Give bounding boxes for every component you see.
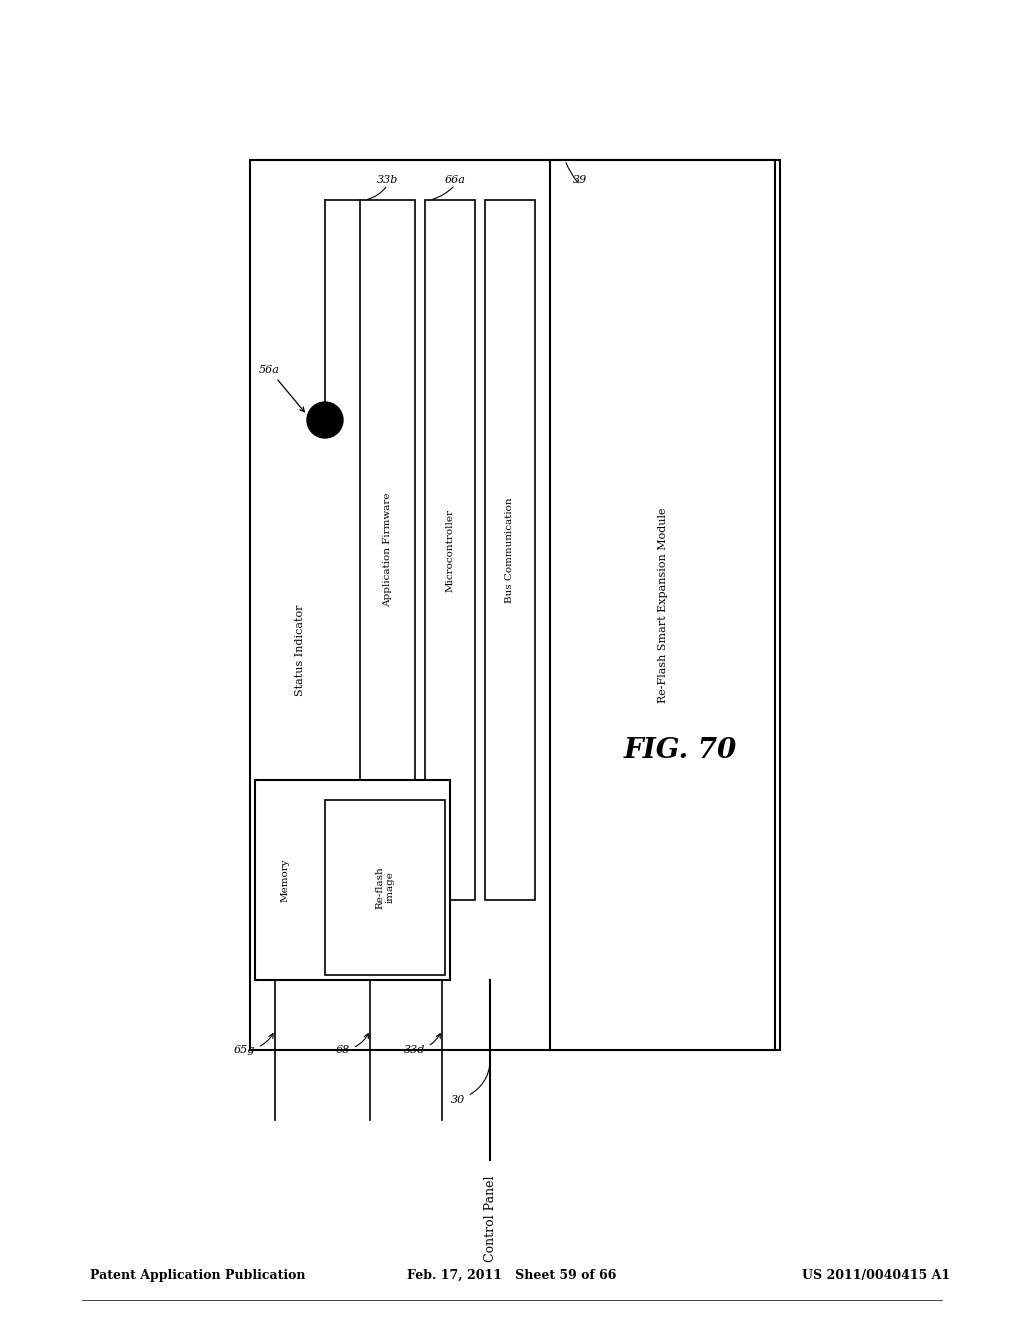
Text: Re-flash
image: Re-flash image (376, 866, 394, 909)
Bar (360, 201, 415, 900)
Text: 33d: 33d (403, 1034, 440, 1055)
Text: 56a: 56a (259, 366, 304, 412)
Text: 33b: 33b (377, 176, 398, 185)
Text: Status Indicator: Status Indicator (295, 605, 305, 696)
Text: 66a: 66a (444, 176, 466, 185)
Bar (485, 201, 535, 900)
Text: Patent Application Publication: Patent Application Publication (90, 1269, 305, 1282)
Text: US 2011/0040415 A1: US 2011/0040415 A1 (802, 1269, 950, 1282)
Bar (255, 780, 450, 979)
Text: Feb. 17, 2011   Sheet 59 of 66: Feb. 17, 2011 Sheet 59 of 66 (408, 1269, 616, 1282)
Text: 65g: 65g (233, 1034, 273, 1055)
Circle shape (307, 403, 343, 438)
Text: 39: 39 (572, 176, 587, 185)
Text: Application Firmware: Application Firmware (383, 492, 392, 607)
Text: 68: 68 (336, 1034, 369, 1055)
Text: 30: 30 (451, 1053, 490, 1105)
Bar (425, 201, 475, 900)
Bar (550, 160, 775, 1049)
Text: Microcontroller: Microcontroller (445, 508, 455, 591)
Text: Control Panel: Control Panel (483, 1175, 497, 1262)
Text: Bus Communication: Bus Communication (506, 498, 514, 603)
Text: FIG. 70: FIG. 70 (624, 737, 736, 763)
Text: Memory: Memory (281, 858, 290, 902)
Bar (325, 800, 445, 975)
Text: Re-Flash Smart Expansion Module: Re-Flash Smart Expansion Module (657, 507, 668, 702)
Bar (250, 160, 780, 1049)
